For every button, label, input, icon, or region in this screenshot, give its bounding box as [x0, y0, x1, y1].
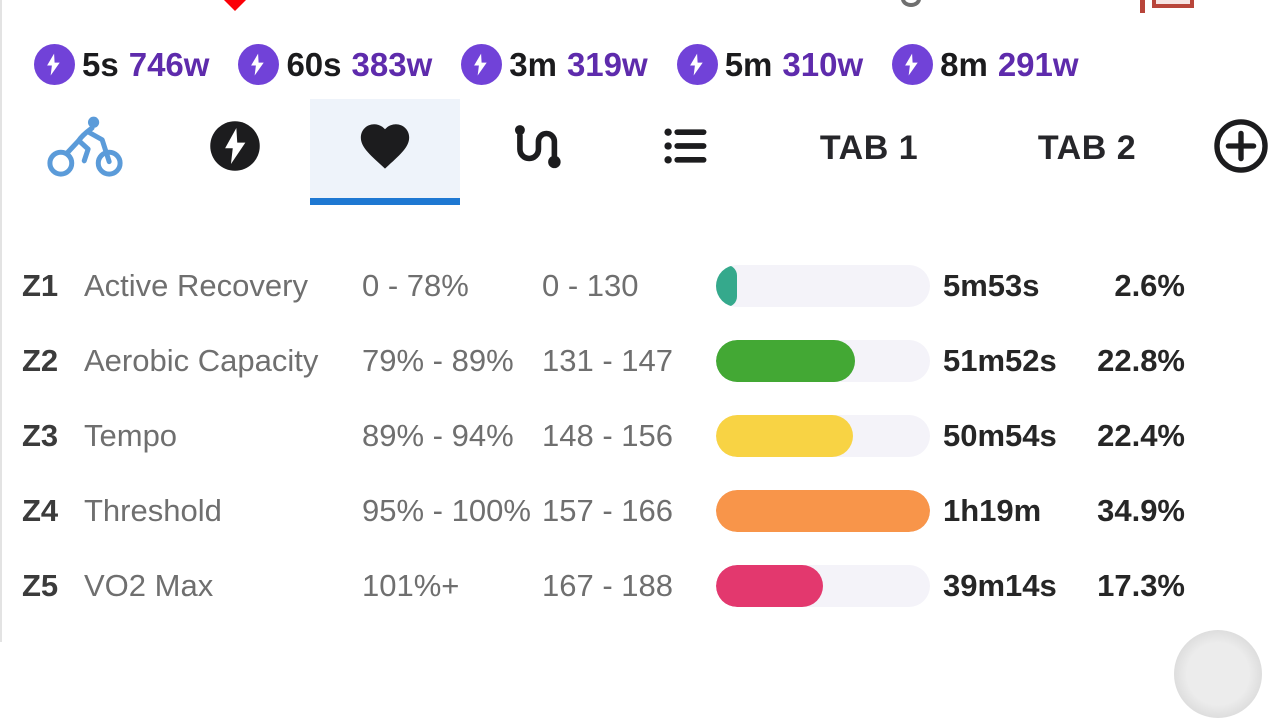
- power-stat-duration: 5m: [724, 45, 773, 83]
- power-stat-value: 291w: [997, 45, 1079, 83]
- zone-code: Z5: [22, 567, 59, 603]
- tab-heart-rate[interactable]: [310, 99, 460, 205]
- power-stat-value: 319w: [566, 45, 648, 83]
- bolt-icon: [892, 44, 934, 85]
- zone-name: VO2 Max: [84, 567, 214, 603]
- zone-hr-range: 131 - 147: [542, 342, 673, 378]
- zone-time: 39m14s: [943, 567, 1057, 603]
- cropped-red-arrow-fragment: [224, 0, 246, 11]
- tab-2[interactable]: TAB 2: [978, 99, 1196, 198]
- zone-code: Z2: [22, 342, 59, 378]
- tab-power[interactable]: [160, 99, 310, 198]
- zone-time: 51m52s: [943, 342, 1057, 378]
- zone-bar-fill: [716, 489, 930, 532]
- zone-bar-track: [716, 489, 930, 532]
- power-stat-chip: 3m 319w: [461, 44, 648, 85]
- tab-route[interactable]: [460, 99, 610, 198]
- tab-list[interactable]: [610, 99, 760, 198]
- zone-hr-range: 157 - 166: [542, 492, 673, 528]
- tab-1-label: TAB 1: [819, 129, 919, 167]
- left-border: [0, 0, 2, 642]
- zone-code: Z4: [22, 492, 59, 528]
- tab-cycling[interactable]: [10, 99, 160, 198]
- power-stat-value: 746w: [128, 45, 210, 83]
- power-stat-value: 310w: [782, 45, 864, 83]
- zone-share: 22.8%: [1097, 342, 1185, 378]
- zone-share: 22.4%: [1097, 417, 1185, 453]
- bolt-circle-icon: [208, 119, 262, 178]
- add-tab-button[interactable]: [1196, 99, 1284, 198]
- zone-name: Tempo: [84, 417, 178, 453]
- zone-share: 34.9%: [1097, 492, 1185, 528]
- tab-2-label: TAB 2: [1037, 129, 1137, 167]
- zone-code: Z1: [22, 267, 59, 303]
- bolt-icon: [676, 44, 718, 85]
- bike-icon: [46, 113, 124, 184]
- power-stat-duration: 5s: [82, 45, 119, 83]
- zone-bar-fill: [716, 564, 823, 607]
- zone-percent-range: 101%+: [362, 567, 460, 603]
- zone-bar-track: [716, 264, 930, 307]
- zone-name: Active Recovery: [84, 267, 308, 303]
- power-stat-chip: 8m 291w: [892, 44, 1079, 85]
- table-row: Z4 Threshold 95% - 100% 157 - 166 1h19m …: [0, 473, 1284, 548]
- table-row: Z3 Tempo 89% - 94% 148 - 156 50m54s 22.4…: [0, 398, 1284, 473]
- zone-percent-range: 89% - 94%: [362, 417, 514, 453]
- cropped-red-icon-fragment: [1140, 0, 1200, 13]
- power-stat-value: 383w: [351, 45, 433, 83]
- zone-hr-range: 148 - 156: [542, 417, 673, 453]
- power-stat-duration: 3m: [509, 45, 557, 83]
- tab-bar: TAB 1 TAB 2: [10, 99, 1284, 205]
- zone-percent-range: 79% - 89%: [362, 342, 514, 378]
- zone-code: Z3: [22, 417, 59, 453]
- zone-share: 2.6%: [1114, 267, 1185, 303]
- cropped-text-descender-fragment: [901, 0, 921, 7]
- power-stat-chip: 60s 383w: [238, 44, 432, 85]
- table-row: Z5 VO2 Max 101%+ 167 - 188 39m14s 17.3%: [0, 548, 1284, 623]
- zone-name: Aerobic Capacity: [84, 342, 319, 378]
- zone-percent-range: 95% - 100%: [362, 492, 531, 528]
- peak-power-stats: 5s 746w 60s 383w 3m 319w 5m 310w: [34, 44, 1079, 85]
- bolt-icon: [238, 44, 280, 85]
- zone-share: 17.3%: [1097, 567, 1185, 603]
- zone-bar-fill: [716, 339, 856, 382]
- heart-icon: [356, 117, 414, 180]
- power-stat-duration: 8m: [940, 45, 988, 83]
- route-icon: [507, 120, 563, 177]
- cropped-floating-button[interactable]: [1174, 630, 1262, 718]
- zone-time: 5m53s: [943, 267, 1040, 303]
- zone-bar-track: [716, 414, 930, 457]
- zone-percent-range: 0 - 78%: [362, 267, 469, 303]
- zone-bar-fill: [716, 264, 738, 307]
- tab-1[interactable]: TAB 1: [760, 99, 978, 198]
- plus-circle-icon: [1213, 118, 1269, 179]
- table-row: Z1 Active Recovery 0 - 78% 0 - 130 5m53s…: [0, 248, 1284, 323]
- table-row: Z2 Aerobic Capacity 79% - 89% 131 - 147 …: [0, 323, 1284, 398]
- zone-name: Threshold: [84, 492, 222, 528]
- zone-time: 50m54s: [943, 417, 1057, 453]
- list-icon: [659, 120, 711, 177]
- zone-bar-track: [716, 339, 930, 382]
- zone-hr-range: 0 - 130: [542, 267, 639, 303]
- power-stat-duration: 60s: [286, 45, 342, 83]
- bolt-icon: [461, 44, 503, 85]
- zone-hr-range: 167 - 188: [542, 567, 673, 603]
- zone-time: 1h19m: [943, 492, 1042, 528]
- zone-bar-track: [716, 564, 930, 607]
- power-stat-chip: 5s 746w: [34, 44, 209, 85]
- zone-bar-fill: [716, 414, 853, 457]
- bolt-icon: [34, 44, 75, 85]
- power-stat-chip: 5m 310w: [676, 44, 864, 85]
- zone-table: Z1 Active Recovery 0 - 78% 0 - 130 5m53s…: [0, 248, 1284, 623]
